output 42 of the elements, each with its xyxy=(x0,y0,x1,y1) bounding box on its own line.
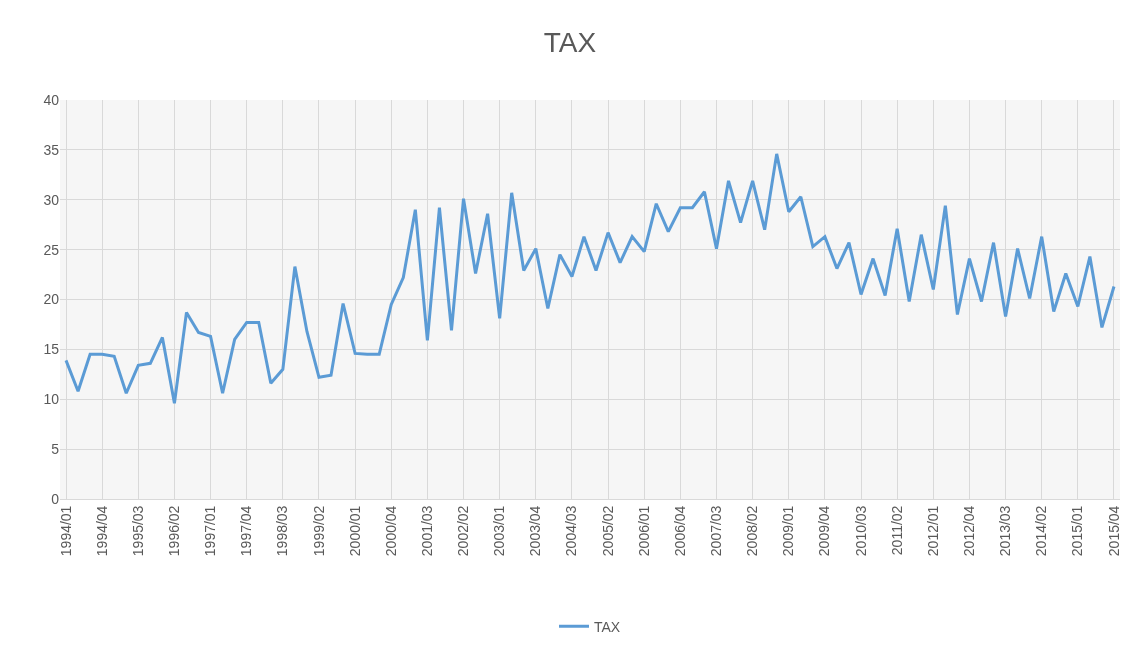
x-tick-label: 2008/02 xyxy=(744,505,761,557)
x-tick-label: 1997/01 xyxy=(202,505,219,557)
x-tick-label: 2004/03 xyxy=(563,505,580,557)
x-tick-label: 2000/04 xyxy=(382,505,399,557)
x-tick-label: 2015/04 xyxy=(1105,505,1122,557)
x-tick-label: 2015/01 xyxy=(1069,505,1086,557)
x-tick-label: 1995/03 xyxy=(129,505,146,557)
x-tick-label: 2011/02 xyxy=(888,505,905,556)
x-tick-label: 2006/04 xyxy=(671,505,688,557)
x-tick-label: 1996/02 xyxy=(165,505,182,557)
x-tick-label: 2003/01 xyxy=(491,505,508,557)
y-tick-label: 25 xyxy=(43,241,60,258)
x-tick-label: 2012/01 xyxy=(924,505,941,557)
x-tick-label: 2002/02 xyxy=(455,505,472,557)
x-tick-label: 2014/02 xyxy=(1033,505,1050,557)
y-tick-label: 30 xyxy=(43,191,60,208)
x-tick-label: 2003/04 xyxy=(527,505,544,557)
x-tick-label: 2013/03 xyxy=(997,505,1014,557)
x-tick-label: 2009/01 xyxy=(780,505,797,557)
x-tick-label: 2005/02 xyxy=(599,505,616,557)
y-tick-label: 35 xyxy=(43,141,60,158)
y-tick-label: 5 xyxy=(51,441,60,458)
y-tick-label: 40 xyxy=(43,91,60,108)
y-tick-label: 15 xyxy=(43,341,60,358)
x-tick-label: 2009/04 xyxy=(816,505,833,557)
x-tick-label: 1994/01 xyxy=(57,505,74,557)
x-tick-label: 2010/03 xyxy=(852,505,869,557)
x-tick-label: 1997/04 xyxy=(238,505,255,557)
x-tick-label: 2001/03 xyxy=(418,505,435,557)
y-tick-label: 10 xyxy=(43,391,60,408)
x-tick-label: 2006/01 xyxy=(635,505,652,557)
x-tick-label: 2012/04 xyxy=(960,505,977,557)
legend-label: TAX xyxy=(594,618,621,635)
x-tick-label: 2000/01 xyxy=(346,505,363,557)
chart-title: TAX xyxy=(543,27,597,59)
line-series xyxy=(64,152,1116,405)
y-tick-label: 20 xyxy=(43,291,60,308)
y-tick-label: 0 xyxy=(51,490,60,507)
x-tick-label: 1994/04 xyxy=(93,505,110,557)
x-tick-label: 2007/03 xyxy=(708,505,725,557)
x-tick-label: 1998/03 xyxy=(274,505,291,557)
x-tick-label: 1999/02 xyxy=(310,505,327,557)
